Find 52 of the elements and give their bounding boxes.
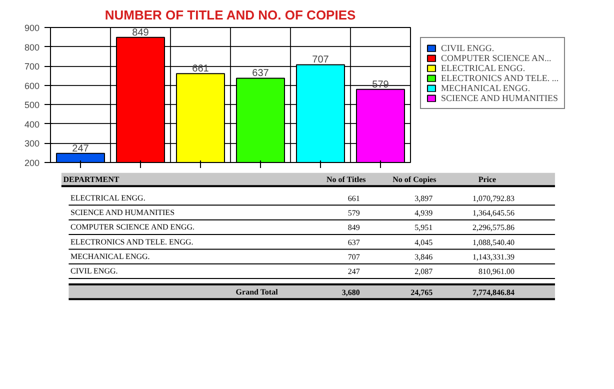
legend-label: COMPUTER SCIENCE AN... (441, 53, 552, 63)
category-label: ELECTRICAL ENGG. (70, 193, 146, 202)
category-label: COMPUTER SCIENCE AND ENGG. (70, 222, 195, 232)
data-label: 661 (192, 64, 210, 75)
data-label: 2,296,575.86 (472, 223, 515, 232)
text: No of Copies (392, 175, 436, 184)
category-label: ELECTRONICS AND TELE. ENGG. (70, 237, 194, 246)
category-label: Grand Total (236, 287, 279, 296)
y-tick-label: 300 (24, 138, 40, 149)
legend-label: MECHANICAL ENGG. (441, 83, 530, 93)
chart-title: NUMBER OF TITLE AND NO. OF COPIES (104, 8, 356, 22)
data-label: 3,897 (414, 194, 433, 203)
data-label: 2,087 (414, 267, 433, 276)
data-label: 1,364,645.56 (472, 208, 515, 218)
data-label: 3,846 (414, 252, 433, 262)
text: No of Titles (326, 175, 366, 184)
data-label: 247 (348, 267, 360, 276)
y-tick-label: 200 (24, 158, 40, 168)
category-label: MECHANICAL ENGG. (70, 252, 150, 262)
data-label: 247 (72, 143, 90, 154)
data-label: 849 (348, 223, 360, 232)
y-tick-label: 500 (24, 100, 40, 110)
category-label: CIVIL ENGG. (70, 266, 118, 276)
data-label: 849 (132, 27, 150, 38)
legend-label: ELECTRICAL ENGG. (441, 63, 526, 73)
y-tick-label: 700 (24, 62, 40, 72)
text: DEPARTMENT (63, 175, 120, 184)
data-label: 637 (348, 238, 360, 247)
y-tick-label: 600 (24, 80, 40, 91)
data-label: 1,143,331.39 (472, 252, 515, 262)
y-tick-label: 900 (24, 23, 40, 33)
legend-label: ELECTRONICS AND TELE. ... (441, 73, 559, 83)
data-label: 1,088,540.40 (472, 238, 515, 247)
data-label: 3,680 (342, 288, 360, 297)
legend-label: CIVIL ENGG. (441, 43, 494, 53)
y-tick-label: 400 (24, 119, 40, 130)
data-label: 1,070,792.83 (472, 194, 515, 203)
data-label: 4,045 (414, 238, 433, 247)
text: Price (478, 175, 497, 184)
data-label: 810,961.00 (478, 267, 515, 276)
data-label: 4,939 (414, 208, 433, 218)
data-label: 661 (348, 194, 360, 203)
data-label: 7,774,846.84 (472, 288, 515, 297)
data-label: 637 (252, 68, 270, 80)
category-label: SCIENCE AND HUMANITIES (70, 208, 175, 218)
data-label: 5,951 (414, 223, 433, 232)
legend-label: SCIENCE AND HUMANITIES (441, 93, 558, 103)
data-label: 707 (312, 54, 330, 66)
y-tick-label: 800 (24, 42, 40, 52)
data-label: 707 (348, 252, 360, 262)
data-label: 24,765 (410, 288, 433, 297)
data-label: 579 (348, 208, 360, 218)
